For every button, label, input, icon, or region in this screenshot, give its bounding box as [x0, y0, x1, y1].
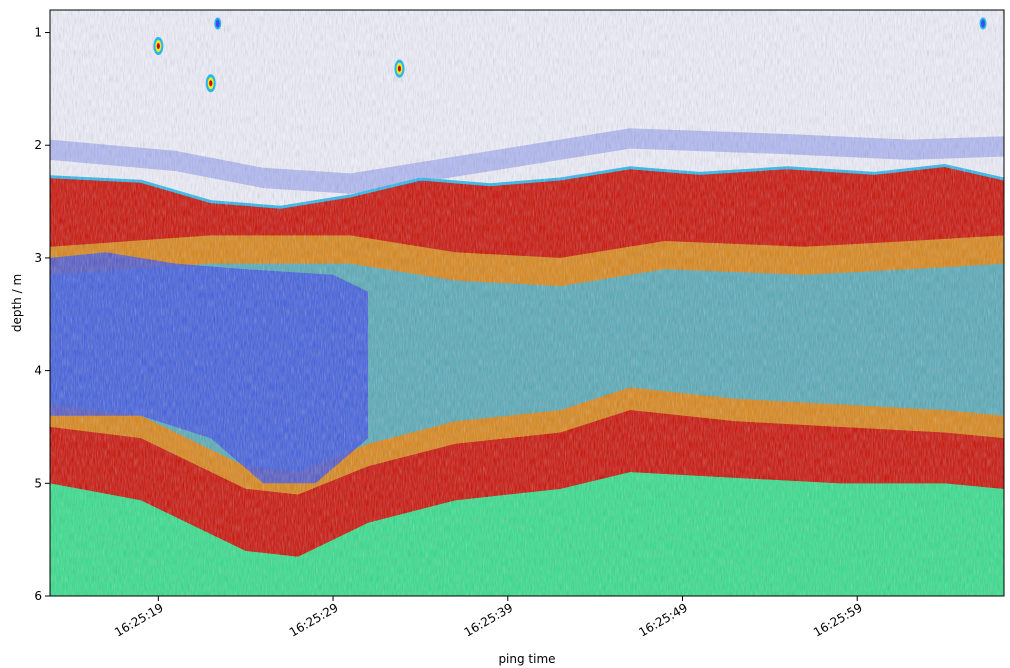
- target-0-core: [156, 43, 160, 50]
- y-tick-label-4: 5: [34, 476, 42, 490]
- x-axis: 16:25:19 16:25:29 16:25:39 16:25:49 16:25:59: [112, 596, 865, 640]
- plot-frame: [49, 9, 1005, 597]
- y-tick-label-5: 6: [34, 589, 42, 603]
- x-tick-label-2: 16:25:39: [462, 600, 516, 639]
- target-3: [215, 19, 220, 28]
- x-tick-label-3: 16:25:49: [636, 600, 690, 639]
- x-tick-label-4: 16:25:59: [811, 600, 865, 639]
- target-1-core: [209, 80, 213, 87]
- y-tick-label-3: 4: [34, 364, 42, 378]
- x-axis-label: ping time: [498, 652, 555, 666]
- y-axis: 1 2 3 4 5 6: [34, 26, 50, 603]
- x-tick-label-1: 16:25:29: [287, 600, 341, 639]
- y-tick-label-0: 1: [34, 26, 42, 40]
- target-2-core: [397, 65, 402, 72]
- y-tick-label-1: 2: [34, 138, 42, 152]
- target-4: [981, 19, 986, 28]
- y-tick-label-2: 3: [34, 251, 42, 265]
- y-axis-label: depth / m: [10, 274, 24, 332]
- speckle-texture: [50, 10, 1004, 596]
- plot-area: [49, 9, 1005, 597]
- x-tick-label-0: 16:25:19: [112, 600, 166, 639]
